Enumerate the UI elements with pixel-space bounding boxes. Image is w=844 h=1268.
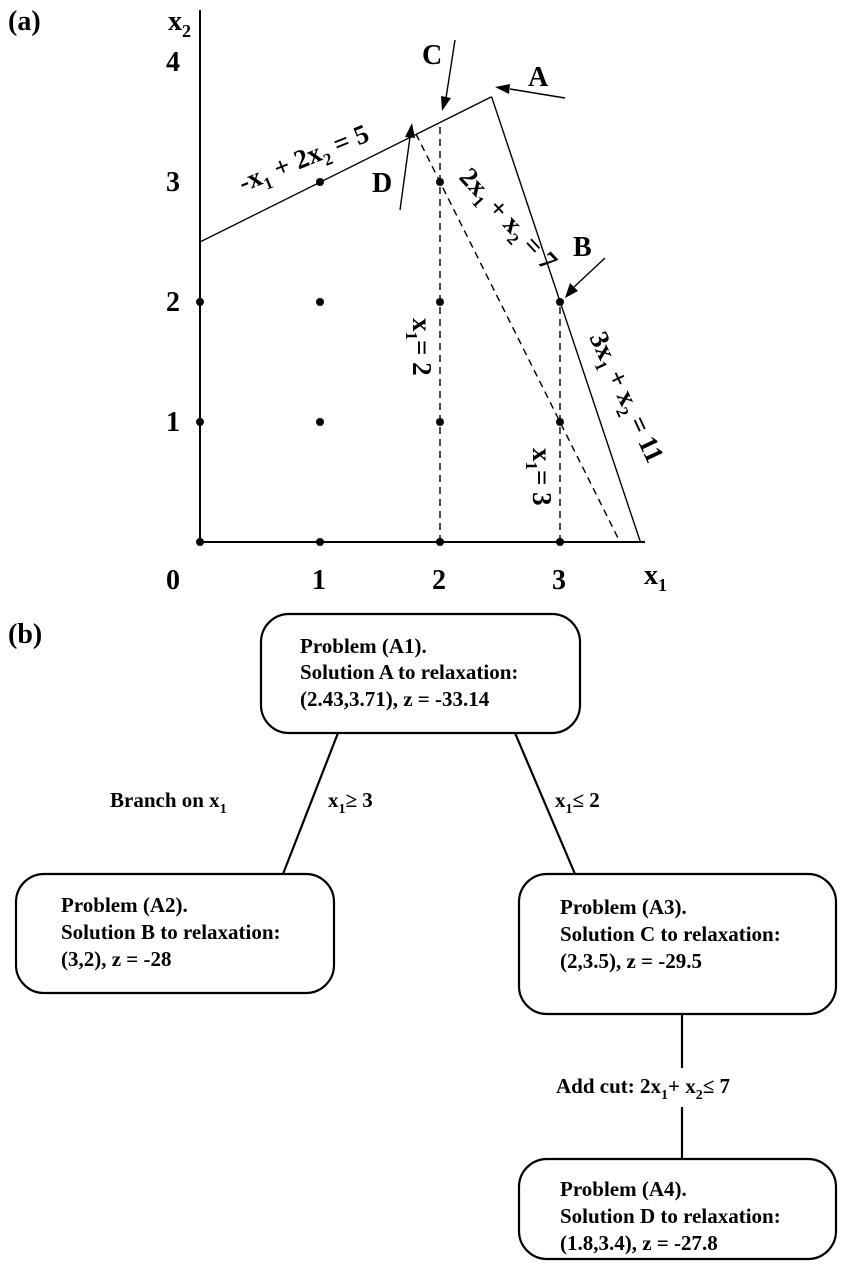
y-tick-label: 4 — [166, 47, 180, 78]
x-tick-label: 1 — [312, 565, 326, 596]
node-a3-solution: Solution C to relaxation: — [560, 922, 781, 946]
node-a2-solution: Solution B to relaxation: — [61, 920, 281, 944]
y-tick-label: 3 — [166, 167, 180, 198]
cut-line-label: 2x1 + x2 = 7 — [450, 162, 563, 280]
point-d-pointer — [399, 136, 411, 211]
node-a4-title: Problem (A4). — [560, 1177, 687, 1201]
node-a2-title: Problem (A2). — [61, 893, 188, 917]
x1-eq-3-label: x1= 3 — [522, 448, 557, 506]
panel-label-b: (b) — [8, 619, 42, 650]
x-tick-label: 3 — [552, 565, 566, 596]
edge-label-left: x1≥ 3 — [328, 788, 373, 817]
point-d-label: D — [372, 168, 392, 199]
edge-label-right: x1≤ 2 — [555, 788, 600, 817]
edge-a1-a3 — [513, 732, 577, 875]
node-a2: Problem (A2). Solution B to relaxation: … — [14, 872, 336, 995]
lattice-point — [196, 298, 204, 306]
lattice-point — [436, 538, 444, 546]
constraint-line-0 — [199, 96, 492, 243]
node-a4: Problem (A4). Solution D to relaxation: … — [517, 1157, 838, 1261]
node-a1-solution: Solution A to relaxation: — [300, 660, 518, 684]
node-a3-value: (2,3.5), z = -29.5 — [560, 949, 702, 973]
lattice-point — [316, 178, 324, 186]
node-a3: Problem (A3). Solution C to relaxation: … — [517, 872, 838, 1016]
lattice-point — [556, 538, 564, 546]
node-a1-title: Problem (A1). — [300, 634, 427, 658]
edge-a1-a2 — [281, 732, 340, 875]
lattice-point — [196, 538, 204, 546]
lattice-point — [436, 178, 444, 186]
node-a4-value: (1.8,3.4), z = -27.8 — [560, 1231, 718, 1255]
point-a-arrowhead — [495, 84, 510, 94]
x-axis-title: x1 — [644, 560, 667, 595]
point-a-pointer — [509, 88, 566, 99]
point-d-arrowhead — [405, 123, 415, 138]
panel-label-a: (a) — [8, 6, 41, 37]
x-tick-label: 2 — [432, 565, 446, 596]
y-axis-title: x2 — [168, 6, 191, 41]
constraint-line-1 — [490, 96, 642, 543]
node-a1-value: (2.43,3.71), z = -33.14 — [300, 687, 490, 711]
point-c-arrowhead — [441, 96, 451, 111]
node-a2-value: (3,2), z = -28 — [61, 947, 172, 971]
lattice-point — [556, 418, 564, 426]
point-b-label: B — [573, 232, 592, 263]
dashed-line-2 — [415, 133, 621, 543]
node-a1: Problem (A1). Solution A to relaxation: … — [259, 612, 582, 735]
origin-label: 0 — [166, 565, 180, 596]
x1-eq-2-label: x1= 2 — [402, 318, 437, 376]
lattice-point — [556, 298, 564, 306]
lattice-point — [436, 298, 444, 306]
node-a3-title: Problem (A3). — [560, 895, 687, 919]
point-c-pointer — [445, 39, 456, 99]
lattice-point — [436, 418, 444, 426]
y-tick-label: 2 — [166, 287, 180, 318]
node-a4-solution: Solution D to relaxation: — [560, 1204, 781, 1228]
point-c-label: C — [422, 40, 442, 71]
point-b-pointer — [573, 257, 606, 288]
cut-edge-label: Add cut: 2x1+ x2≤ 7 — [556, 1074, 730, 1103]
y-tick-label: 1 — [166, 407, 180, 438]
lattice-point — [316, 298, 324, 306]
point-a-label: A — [528, 62, 549, 93]
lattice-point — [316, 538, 324, 546]
branch-note: Branch on x1 — [110, 788, 227, 817]
point-b-arrowhead — [565, 283, 578, 298]
lattice-point — [316, 418, 324, 426]
lattice-point — [196, 418, 204, 426]
